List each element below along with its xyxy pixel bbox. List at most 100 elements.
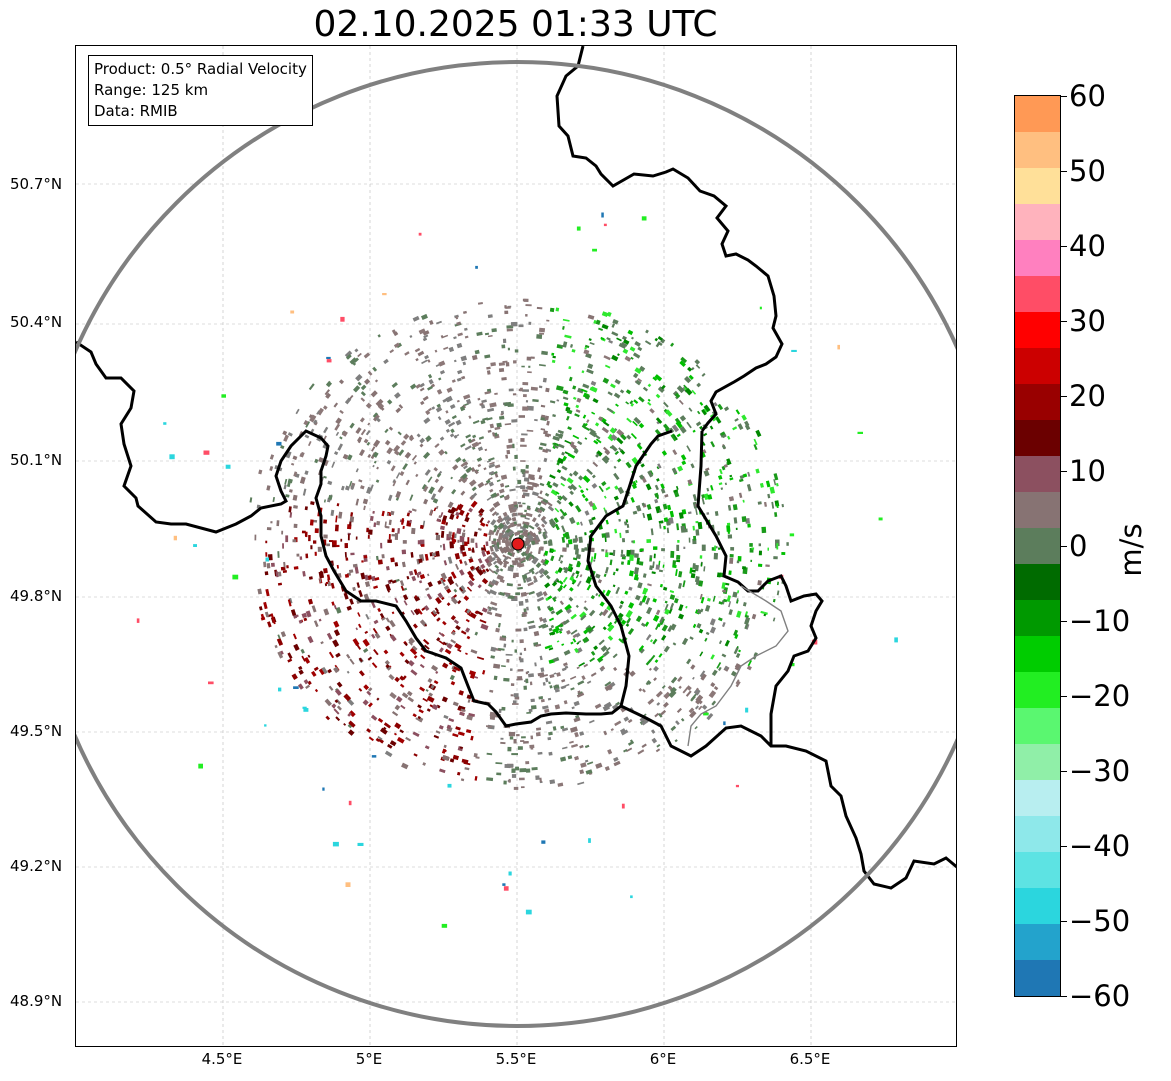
echo-pixel xyxy=(595,592,599,597)
echo-pixel xyxy=(422,451,431,460)
echo-pixel xyxy=(546,319,550,322)
echo-pixel xyxy=(452,532,455,539)
echo-pixel xyxy=(443,744,447,749)
echo-pixel xyxy=(374,577,380,581)
echo-pixel xyxy=(327,668,332,674)
echo-pixel xyxy=(515,628,522,632)
echo-pixel xyxy=(461,758,469,764)
echo-pixel xyxy=(484,448,488,452)
echo-pixel xyxy=(522,614,527,618)
echo-pixel xyxy=(467,537,470,545)
echo-pixel xyxy=(375,398,384,407)
echo-pixel xyxy=(559,554,564,558)
radar-map[interactable] xyxy=(75,45,957,1047)
echo-pixel xyxy=(701,409,707,416)
echo-pixel xyxy=(737,590,740,594)
echo-pixel xyxy=(407,696,415,703)
info-data: Data: RMIB xyxy=(94,102,178,120)
echo-pixel xyxy=(576,692,585,698)
echo-pixel xyxy=(539,655,543,661)
echo-pixel xyxy=(569,490,575,496)
echo-pixel xyxy=(384,428,389,434)
echo-pixel xyxy=(432,498,439,504)
echo-pixel xyxy=(696,687,699,691)
echo-pixel xyxy=(614,485,619,490)
echo-pixel xyxy=(729,553,734,558)
echo-pixel xyxy=(615,586,620,595)
echo-pixel xyxy=(305,684,311,689)
echo-pixel xyxy=(686,685,692,691)
echo-pixel xyxy=(630,895,633,899)
echo-pixel xyxy=(654,624,659,631)
echo-pixel xyxy=(461,524,466,528)
echo-pixel xyxy=(765,564,770,567)
echo-pixel xyxy=(353,385,361,393)
echo-pixel xyxy=(398,449,405,457)
echo-pixel xyxy=(508,388,514,392)
echo-pixel xyxy=(370,446,376,452)
echo-pixel xyxy=(456,342,463,349)
echo-pixel xyxy=(460,778,465,782)
echo-pixel xyxy=(467,699,471,703)
echo-pixel xyxy=(499,488,505,494)
echo-pixel xyxy=(477,301,483,305)
echo-pixel xyxy=(465,652,468,655)
echo-pixel xyxy=(523,741,529,744)
echo-pixel xyxy=(621,335,627,341)
echo-pixel xyxy=(567,755,573,760)
echo-pixel xyxy=(718,640,722,645)
echo-pixel xyxy=(493,524,499,530)
echo-pixel xyxy=(538,385,543,389)
echo-pixel xyxy=(575,404,580,409)
echo-pixel xyxy=(411,645,418,651)
echo-pixel xyxy=(438,724,444,730)
echo-pixel xyxy=(280,631,287,638)
colorbar-tick-label: 0 xyxy=(1069,529,1088,563)
echo-pixel xyxy=(477,557,483,564)
echo-pixel xyxy=(412,315,420,322)
echo-pixel xyxy=(358,687,363,692)
echo-pixel xyxy=(555,307,560,312)
echo-pixel xyxy=(266,562,271,569)
echo-pixel xyxy=(365,429,371,436)
echo-pixel xyxy=(419,443,424,448)
echo-pixel xyxy=(775,483,779,487)
echo-pixel xyxy=(450,597,459,605)
echo-pixel xyxy=(476,441,482,446)
echo-pixel xyxy=(382,293,387,296)
echo-pixel xyxy=(520,740,525,743)
echo-pixel xyxy=(515,592,520,596)
echo-pixel xyxy=(402,540,407,544)
echo-pixel xyxy=(542,498,549,504)
echo-pixel xyxy=(525,576,532,583)
echo-pixel xyxy=(387,494,393,502)
echo-pixel xyxy=(703,712,709,716)
echo-pixel xyxy=(395,497,399,501)
echo-pixel xyxy=(462,479,468,484)
echo-pixel xyxy=(518,415,525,418)
echo-pixel xyxy=(670,342,675,347)
echo-pixel xyxy=(496,542,500,546)
echo-pixel xyxy=(613,495,619,501)
echo-pixel xyxy=(325,581,329,585)
echo-pixel xyxy=(314,458,319,464)
echo-pixel xyxy=(619,389,625,394)
echo-pixel xyxy=(307,680,312,686)
echo-pixel xyxy=(755,468,760,474)
echo-pixel xyxy=(580,614,587,621)
echo-pixel xyxy=(488,529,493,536)
echo-pixel xyxy=(545,597,549,601)
echo-pixel xyxy=(377,403,385,410)
echo-pixel xyxy=(534,662,537,667)
echo-pixel xyxy=(456,399,460,403)
echo-pixel xyxy=(420,544,425,547)
echo-pixel xyxy=(659,524,662,529)
echo-pixel xyxy=(389,691,397,700)
colorbar-tick xyxy=(1061,921,1067,922)
echo-pixel xyxy=(526,539,531,545)
echo-pixel xyxy=(367,702,373,708)
echo-pixel xyxy=(457,332,463,337)
echo-pixel xyxy=(505,653,513,656)
echo-pixel xyxy=(394,392,401,399)
echo-pixel xyxy=(423,485,429,492)
